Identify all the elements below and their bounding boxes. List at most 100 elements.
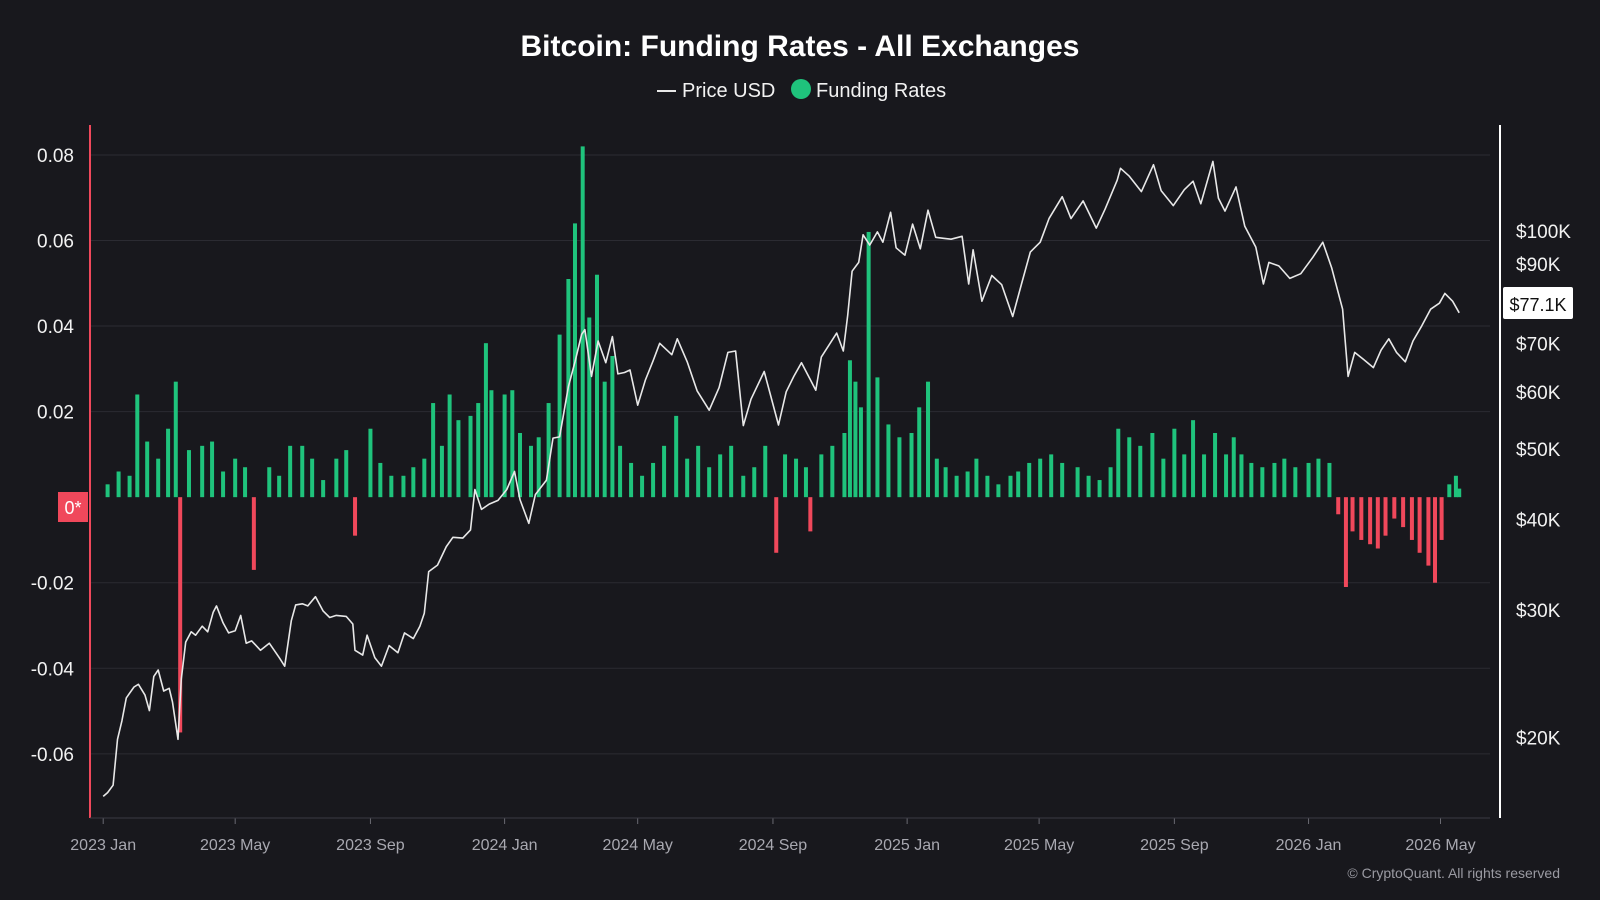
y-left-tick-label: 0.08 [37, 146, 74, 167]
funding-bar [1182, 454, 1187, 498]
funding-bar [1447, 484, 1452, 498]
funding-bar [1392, 497, 1397, 519]
legend-item-price[interactable]: Price USD [657, 80, 775, 102]
funding-bar [1282, 458, 1287, 498]
zero-marker-label: 0* [64, 498, 81, 518]
funding-bar [439, 445, 444, 498]
x-tick-label: 2026 Jan [1276, 837, 1342, 854]
funding-bar [965, 471, 970, 498]
funding-bar [145, 441, 150, 498]
funding-bar [1060, 462, 1065, 498]
funding-bar [718, 454, 723, 498]
funding-bar [267, 467, 272, 498]
funding-bar [886, 424, 891, 498]
funding-bar [422, 458, 427, 498]
zero-marker: 0* [58, 492, 88, 522]
funding-bar [594, 274, 599, 498]
funding-bar [1316, 458, 1321, 498]
funding-bar [685, 458, 690, 498]
y-right-tick-label: $40K [1516, 510, 1561, 531]
funding-bar [1457, 488, 1462, 498]
funding-bar [251, 497, 256, 570]
funding-bar [934, 458, 939, 498]
y-right-tick-label: $70K [1516, 334, 1561, 355]
funding-bar [1336, 497, 1341, 515]
funding-bar [510, 390, 515, 498]
funding-bar [277, 475, 282, 498]
funding-bar [483, 343, 488, 498]
funding-bar [1239, 454, 1244, 498]
x-tick-label: 2025 May [1004, 837, 1074, 854]
funding-bar [752, 467, 757, 498]
x-tick-label: 2025 Sep [1140, 837, 1209, 854]
funding-bar [502, 394, 507, 498]
y-left-tick-label: -0.04 [31, 659, 75, 680]
funding-bar [1426, 497, 1431, 566]
funding-bar [943, 467, 948, 498]
current-price-label: $77.1K [1509, 295, 1566, 315]
legend: Price USD Funding Rates [657, 79, 946, 102]
legend-dot-swatch [791, 79, 811, 99]
current-price-box [1503, 287, 1573, 319]
funding-bar [707, 467, 712, 498]
funding-bar [401, 475, 406, 498]
funding-bar [127, 475, 132, 498]
funding-bar [808, 497, 813, 532]
funding-bar [926, 381, 931, 498]
funding-bar [476, 403, 481, 498]
funding-bar [186, 450, 191, 498]
funding-bar [1350, 497, 1355, 532]
funding-bar [411, 467, 416, 498]
funding-bar [651, 462, 656, 498]
funding-bar [1453, 475, 1458, 498]
legend-item-funding[interactable]: Funding Rates [791, 79, 946, 102]
price-line-layer [102, 160, 1460, 798]
grid-layer [90, 154, 1490, 755]
funding-bar [640, 475, 645, 498]
funding-bar [1293, 467, 1298, 498]
y-left-tick-label: 0.06 [37, 232, 74, 253]
funding-bar [1417, 497, 1422, 553]
funding-bar [909, 433, 914, 498]
legend-label-funding: Funding Rates [816, 80, 946, 102]
funding-bar [1161, 458, 1166, 498]
y-left-tick-label: 0.02 [37, 403, 74, 424]
funding-bar [866, 231, 871, 498]
funding-bar [602, 381, 607, 498]
funding-bar [674, 415, 679, 498]
funding-bar [1327, 462, 1332, 498]
funding-bar [1343, 497, 1348, 587]
funding-bar [1150, 433, 1155, 498]
funding-bar [1008, 475, 1013, 498]
funding-bar [156, 458, 161, 498]
zero-marker-box [58, 492, 88, 522]
funding-bar [1439, 497, 1444, 540]
funding-bar [116, 471, 121, 498]
funding-bars-layer [105, 146, 1462, 733]
funding-bar [783, 454, 788, 498]
funding-bar [233, 458, 238, 498]
funding-bar [1108, 467, 1113, 498]
funding-bar [447, 394, 452, 498]
current-price-tag: $77.1K [1503, 287, 1573, 319]
funding-bar [288, 445, 293, 498]
funding-bar [210, 441, 215, 498]
funding-bar [830, 445, 835, 498]
funding-bar [1231, 437, 1236, 498]
funding-bar [858, 407, 863, 498]
funding-bar [546, 403, 551, 498]
x-tick-label: 2023 May [200, 837, 270, 854]
x-tick-label: 2023 Jan [70, 837, 136, 854]
funding-bar [580, 146, 585, 498]
funding-bar [1224, 454, 1229, 498]
funding-bar [803, 467, 808, 498]
funding-bar [1172, 428, 1177, 498]
funding-bar [996, 484, 1001, 498]
funding-bar [1202, 454, 1207, 498]
price-line [102, 160, 1460, 798]
funding-bar [1306, 462, 1311, 498]
funding-bar [954, 475, 959, 498]
funding-bar [518, 433, 523, 498]
funding-bar [729, 445, 734, 498]
funding-bar [1260, 467, 1265, 498]
